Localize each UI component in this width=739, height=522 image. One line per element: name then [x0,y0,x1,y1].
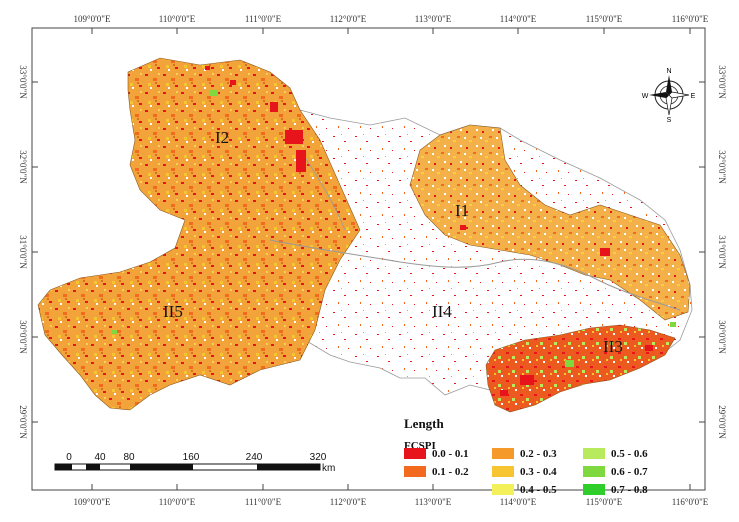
bottom-longitude-label: 114°0'0"E [500,497,537,507]
bottom-longitude-label: 111°0'0"E [245,497,282,507]
right-latitude-label: 31°0'0"N [717,235,727,269]
top-longitude-label: 112°0'0"E [330,14,367,24]
river-line [269,239,681,311]
legend-swatch [492,466,514,477]
legend-swatch [492,448,514,459]
left-latitude-label: 33°0'0"N [18,65,28,99]
scale-bar-labels: 0 40 80 160 240 320 [66,452,327,463]
legend-label: 0.5 - 0.6 [611,448,648,460]
bottom-longitude-label: 116°0'0"E [672,497,709,507]
zone-label-ii3: II3 [603,337,623,356]
top-longitude-labels: 109°0'0"E 110°0'0"E 111°0'0"E 112°0'0"E 113°… [74,14,709,24]
right-latitude-label: 33°0'0"N [717,65,727,99]
left-latitude-label: 31°0'0"N [18,235,28,269]
top-longitude-label: 111°0'0"E [245,14,282,24]
southeast-mountain-region [485,324,676,413]
legend-swatch [583,484,605,495]
left-latitude-label: 32°0'0"N [18,150,28,184]
right-latitude-label: 30°0'0"N [717,320,727,354]
legend-items: 0.0 - 0.1 0.1 - 0.2 0.2 - 0.3 0.3 - 0.4 0.4 … [404,448,648,496]
legend-title: Length [404,416,445,431]
top-longitude-label: 116°0'0"E [672,14,709,24]
bottom-longitude-label: 112°0'0"E [330,497,367,507]
province-map [37,57,693,413]
scale-bar-tick-label: 0 [66,452,72,463]
scale-bar-tick-label: 160 [183,452,200,463]
bottom-longitude-label: 109°0'0"E [74,497,111,507]
legend-label: 0.3 - 0.4 [520,466,557,478]
legend-swatch [583,448,605,459]
high-value-cluster [112,90,676,367]
compass-n: N [666,68,671,75]
top-longitude-label: 115°0'0"E [586,14,623,24]
zone-label-ii5: II5 [163,302,183,321]
zone-label-ii4: II4 [432,302,452,321]
right-latitude-label: 32°0'0"N [717,150,727,184]
top-longitude-label: 109°0'0"E [74,14,111,24]
bottom-longitude-label: 113°0'0"E [415,497,452,507]
legend-label: 0.6 - 0.7 [611,466,648,478]
bottom-longitude-label: 115°0'0"E [586,497,623,507]
compass-s: S [667,117,672,124]
scale-bar-tick-label: 80 [123,452,135,463]
scale-bar-tick-label: 320 [310,452,327,463]
legend: Length FCSPI 0.0 - 0.10.1 - 0.20.2 - 0.3… [404,416,648,496]
legend-label: 0.1 - 0.2 [432,466,469,478]
right-latitude-label: 29°0'0"N [717,405,727,439]
legend-swatch [583,466,605,477]
right-latitude-labels: 33°0'0"N 32°0'0"N 31°0'0"N 30°0'0"N 29°0'0"N [717,65,727,439]
left-latitude-label: 29°0'0"N [18,405,28,439]
bottom-longitude-label: 110°0'0"E [159,497,196,507]
zone-label-i2: I2 [215,128,229,147]
top-longitude-label: 113°0'0"E [415,14,452,24]
legend-label: 0.4 - 0.5 [520,484,557,496]
scale-bar-tick-label: 40 [94,452,106,463]
top-longitude-label: 110°0'0"E [159,14,196,24]
western-mountain-region [37,57,361,411]
compass-e: E [691,93,696,100]
legend-swatch [492,484,514,495]
left-latitude-label: 30°0'0"N [18,320,28,354]
northeast-hill-region [409,124,691,321]
legend-swatch [404,466,426,477]
scale-bar-tick-label: 240 [246,452,263,463]
bottom-longitude-labels: 109°0'0"E 110°0'0"E 111°0'0"E 112°0'0"E 113°… [74,497,709,507]
north-arrow-icon: N S E W [642,68,696,124]
top-longitude-label: 114°0'0"E [500,14,537,24]
compass-w: W [642,93,649,100]
legend-label: 0.2 - 0.3 [520,448,557,460]
left-latitude-labels: 33°0'0"N 32°0'0"N 31°0'0"N 30°0'0"N 29°0'0"N [18,65,28,439]
scale-bar: 0 40 80 160 240 320 km [54,452,335,474]
hotspot-cluster [205,66,653,396]
legend-label: 0.0 - 0.1 [432,448,469,460]
scale-unit: km [322,463,335,474]
zone-label-i1: I1 [455,201,469,220]
legend-label: 0.7 - 0.8 [611,484,648,496]
legend-swatch [404,448,426,459]
